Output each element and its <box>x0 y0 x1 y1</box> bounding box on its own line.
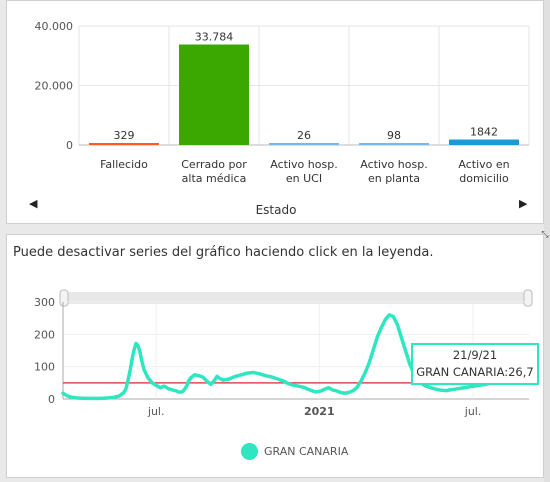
y-tick-label: 300 <box>34 296 55 309</box>
bar <box>179 44 249 145</box>
y-tick-label: 100 <box>34 361 55 374</box>
bar <box>89 143 159 145</box>
category-label: Activo hosp. <box>360 158 427 171</box>
category-label: Activo hosp. <box>270 158 337 171</box>
y-tick-label: 200 <box>34 328 55 341</box>
data-label: 26 <box>297 129 311 142</box>
y-tick-label: 0 <box>66 139 73 152</box>
resize-icon[interactable]: ⤡ <box>541 230 549 240</box>
x-tick-label: 2021 <box>304 405 335 418</box>
tooltip-date: 21/9/21 <box>452 348 498 362</box>
side-gutter <box>544 0 550 482</box>
chart-tooltip: 21/9/21 GRAN CANARIA:26,7 <box>411 343 539 385</box>
category-label: en planta <box>368 172 420 185</box>
bar-chart-panel: 0 20.000 40.000 329 Fallecido 33.784 Cerrado p… <box>6 0 544 224</box>
x-tick-label: jul. <box>147 405 165 418</box>
category-label: Activo en <box>458 158 509 171</box>
category-label: Fallecido <box>100 158 148 171</box>
series-line-gran-canaria <box>61 313 523 401</box>
bar <box>449 139 519 145</box>
y-tick-label: 40.000 <box>35 20 74 33</box>
range-handle-right <box>523 289 533 307</box>
tooltip-value: GRAN CANARIA:26,7 <box>416 365 534 379</box>
x-tick-label: jul. <box>464 405 482 418</box>
data-label: 98 <box>387 129 401 142</box>
bar <box>359 143 429 145</box>
next-category-button[interactable]: ▶ <box>519 197 528 210</box>
y-tick-label: 0 <box>48 393 55 406</box>
category-label: alta médica <box>182 172 247 185</box>
bar <box>269 143 339 145</box>
line-chart-panel: Puede desactivar series del gráfico haci… <box>6 234 544 478</box>
range-handle-left <box>59 289 69 307</box>
data-label: 33.784 <box>195 30 234 43</box>
x-axis-title: Estado <box>255 203 297 217</box>
prev-category-button[interactable]: ◀ <box>29 197 38 210</box>
category-label: en UCI <box>286 172 322 185</box>
line-chart: 0 100 200 300 jul. 2021 jul. <box>34 289 533 418</box>
category-label: domicilio <box>459 172 509 185</box>
range-scrollbar <box>63 292 529 304</box>
category-label: Cerrado por <box>181 158 247 171</box>
legend-label: GRAN CANARIA <box>264 445 349 458</box>
data-label: 1842 <box>470 126 498 139</box>
legend-swatch <box>241 443 258 460</box>
instruction-text: Puede desactivar series del gráfico haci… <box>13 245 434 260</box>
bar-chart: 0 20.000 40.000 329 Fallecido 33.784 Cerrado p… <box>35 20 530 185</box>
legend-item-gran-canaria[interactable]: GRAN CANARIA <box>241 443 348 460</box>
data-label: 329 <box>114 129 135 142</box>
y-tick-label: 20.000 <box>35 80 74 93</box>
